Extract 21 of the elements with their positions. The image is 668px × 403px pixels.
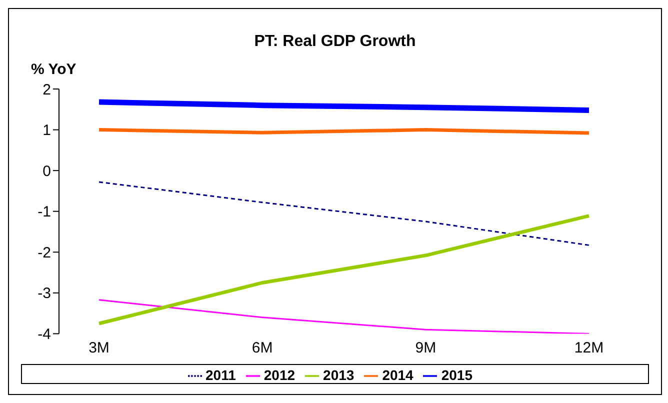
x-tick-label: 6M xyxy=(252,339,273,356)
y-tick-label: 1 xyxy=(42,122,51,140)
legend-label: 2013 xyxy=(323,366,354,383)
line-series xyxy=(98,181,590,246)
x-tick-label: 12M xyxy=(574,339,604,356)
y-axis-title: % YoY xyxy=(31,61,76,78)
legend-label: 2012 xyxy=(264,366,296,383)
y-tick-label: -1 xyxy=(38,204,51,221)
legend-label: 2015 xyxy=(441,366,472,383)
y-tick-label: 2 xyxy=(42,81,51,98)
line-series xyxy=(98,299,590,334)
y-tick-label: -2 xyxy=(38,244,51,262)
x-tick-label: 9M xyxy=(415,339,436,356)
y-tick-label: -3 xyxy=(38,285,51,302)
y-tick-label: 0 xyxy=(42,162,51,180)
y-tick-label: -4 xyxy=(38,326,51,344)
legend-label: 2011 xyxy=(206,366,236,383)
legend-label: 2014 xyxy=(382,366,414,383)
line-series xyxy=(97,214,591,326)
chart-title: PT: Real GDP Growth xyxy=(253,33,417,51)
x-tick-label: 3M xyxy=(88,339,110,356)
